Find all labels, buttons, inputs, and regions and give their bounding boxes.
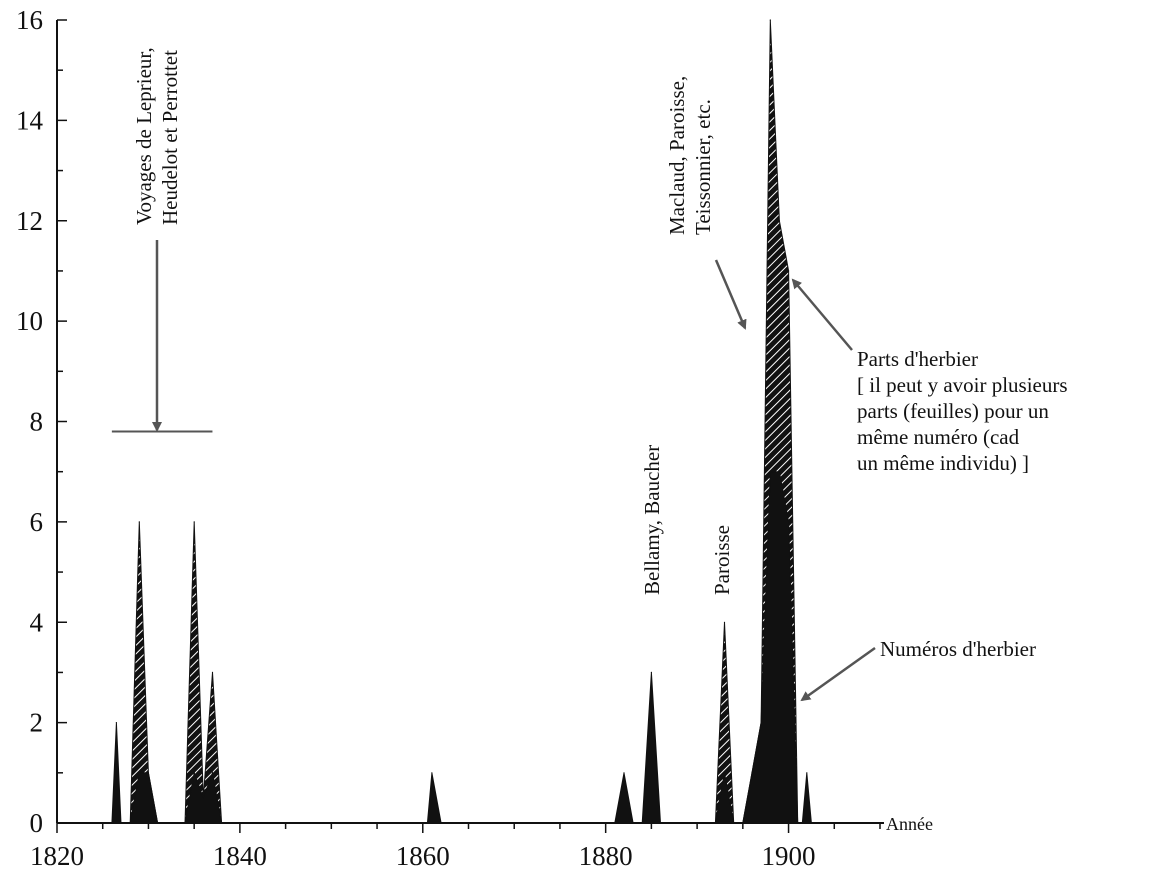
data-point [193,772,195,774]
axes-layer: 0 2 4 6 8 10 12 14 16 1820 1840 1860 1880 1900 Année [16,5,933,871]
data-point [769,471,771,473]
data-point [211,772,214,774]
x-tick-label: 1820 [30,841,84,871]
annotation-label: Heudelot et Perrottet [158,50,182,225]
annotation-arrow [791,278,853,351]
data-point [193,521,195,523]
data-point [806,772,808,774]
data-point [623,772,625,774]
annotation-label: Teissonnier, etc. [691,99,715,235]
data-point [760,722,762,724]
data-point [769,19,771,21]
annotation-label: Maclaud, Paroisse, [665,76,689,235]
y-tick-label: 16 [16,5,43,35]
x-tick-label: 1860 [396,841,450,871]
x-tick-label: 1900 [762,841,816,871]
annotation-label: même numéro (cad [857,425,1020,449]
annotation-label: Bellamy, Baucher [640,445,664,595]
data-point [723,621,726,623]
annotation-label: Voyages de Leprieur, [132,47,156,225]
data-point [778,220,781,222]
y-tick-label: 4 [30,607,44,637]
data-point [138,772,140,774]
data-point [778,471,781,473]
data-point [431,772,433,774]
x-tick-label: 1880 [579,841,633,871]
y-tick-label: 8 [30,407,44,437]
y-tick-label: 14 [16,105,44,135]
x-axis-title: Année [886,814,933,834]
data-point [147,772,149,774]
x-tick-label: 1840 [213,841,267,871]
data-point [138,521,140,523]
data-point [115,722,117,724]
annotation-label: Numéros d'herbier [880,637,1036,661]
data-point [723,772,726,774]
data-point [788,270,790,272]
annotation-layer: Voyages de Leprieur, Heudelot et Perrotte… [111,47,1068,702]
data-point [211,671,214,674]
annotation-label: [ il peut y avoir plusieurs [857,373,1068,397]
y-tick-label: 12 [16,206,43,236]
annotation-label: Paroisse [710,525,734,595]
y-tick-label: 6 [30,507,44,537]
data-point [751,772,753,774]
y-tick-label: 0 [30,808,44,838]
data-point [650,671,653,674]
data-point [202,797,204,799]
annotation-label: un même individu) ] [857,451,1029,475]
data-point [788,521,790,523]
annotation-arrow [800,646,876,702]
y-tick-label: 10 [16,306,43,336]
annotation-label: parts (feuilles) pour un [857,399,1049,423]
annotation-arrow [714,259,747,330]
y-tick-label: 2 [30,708,44,738]
annotation-label: Parts d'herbier [857,347,978,371]
